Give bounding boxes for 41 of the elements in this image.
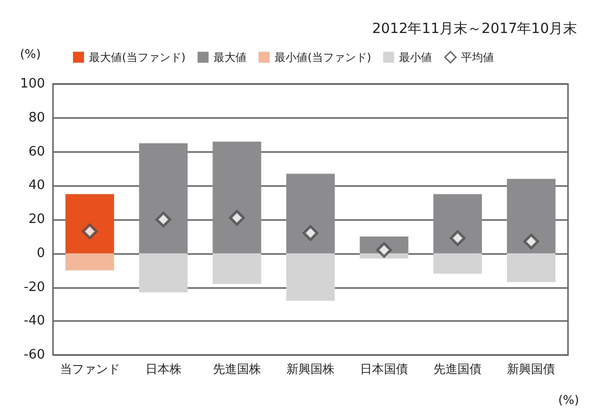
chart-subtitle: 2012年11月末～2017年10月末 xyxy=(372,21,578,37)
y-tick-label: 0 xyxy=(36,246,45,261)
bar xyxy=(433,253,482,274)
y-tick-label: -20 xyxy=(24,280,45,295)
bar xyxy=(212,142,262,254)
x-tick-label: 新興国債 xyxy=(507,362,556,376)
point xyxy=(302,225,318,241)
point xyxy=(156,212,172,228)
x-tick-label: 新興国株 xyxy=(286,362,334,376)
bar xyxy=(139,143,188,254)
x-tick-label: 先進国債 xyxy=(434,362,482,376)
bar xyxy=(212,253,262,284)
y-tick-label: -60 xyxy=(24,348,45,362)
bar xyxy=(286,174,335,254)
y-tick-label: 20 xyxy=(28,212,45,227)
text: (%) xyxy=(558,393,579,407)
y-tick-label: 80 xyxy=(28,110,45,126)
x-tick-label: 日本株 xyxy=(145,362,182,376)
x-tick-label: 当ファンド xyxy=(60,362,120,376)
legend-label: 最大値 xyxy=(214,50,247,64)
y-axis-title: (%) xyxy=(20,47,41,61)
bar xyxy=(286,253,335,301)
bar xyxy=(66,194,114,254)
point xyxy=(229,210,245,226)
point xyxy=(523,234,539,250)
y-tick-label: 40 xyxy=(28,178,45,194)
bar xyxy=(139,253,188,292)
bar xyxy=(506,253,556,282)
bar xyxy=(506,178,556,254)
y-tick-label: -40 xyxy=(24,314,45,329)
legend-label: 最小値 xyxy=(399,50,432,64)
legend-label: 平均値 xyxy=(460,50,494,64)
legend-label: 最小値(当ファンド) xyxy=(274,50,372,64)
point xyxy=(450,230,466,246)
x-tick-label: 日本国債 xyxy=(360,362,408,376)
y-tick-label: 60 xyxy=(28,144,45,160)
bar xyxy=(433,194,482,254)
y-tick-label: 100 xyxy=(20,76,45,92)
bar xyxy=(66,253,114,270)
x-tick-label: 先進国株 xyxy=(212,362,261,376)
legend-label: 最大値(当ファンド) xyxy=(89,50,186,64)
